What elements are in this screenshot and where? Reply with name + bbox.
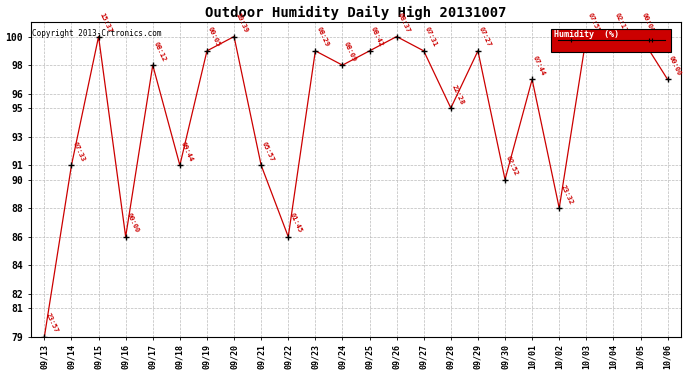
Text: 00:00: 00:00 [668, 55, 682, 76]
Text: 23:32: 23:32 [559, 183, 573, 205]
Text: 10:39: 10:39 [234, 12, 248, 34]
Text: 01:45: 01:45 [288, 212, 303, 234]
FancyBboxPatch shape [551, 28, 671, 52]
Text: 00:00: 00:00 [126, 212, 140, 234]
Text: 07:44: 07:44 [532, 55, 546, 76]
Text: 05:57: 05:57 [261, 141, 275, 162]
Text: 00:00: 00:00 [640, 12, 655, 34]
Text: 23:57: 23:57 [44, 312, 59, 334]
Text: Humidity  (%): Humidity (%) [554, 30, 620, 39]
Text: 08:37: 08:37 [397, 12, 411, 34]
Text: 07:33: 07:33 [72, 141, 86, 162]
Text: 00:05: 00:05 [207, 26, 221, 48]
Text: 22:28: 22:28 [451, 83, 465, 105]
Text: 08:09: 08:09 [342, 40, 357, 62]
Text: 15:37: 15:37 [99, 12, 113, 34]
Text: 08:12: 08:12 [152, 40, 167, 62]
Text: 09:44: 09:44 [180, 141, 195, 162]
Text: 08:29: 08:29 [315, 26, 330, 48]
Text: 07:31: 07:31 [424, 26, 438, 48]
Text: 07:55: 07:55 [586, 12, 601, 34]
Text: 07:27: 07:27 [478, 26, 493, 48]
Text: Copyright 2013-Crtronics.com: Copyright 2013-Crtronics.com [32, 28, 161, 38]
Title: Outdoor Humidity Daily High 20131007: Outdoor Humidity Daily High 20131007 [205, 6, 506, 20]
Text: 02:17: 02:17 [613, 12, 628, 34]
Text: 02:52: 02:52 [505, 155, 520, 177]
Text: 08:42: 08:42 [370, 26, 384, 48]
